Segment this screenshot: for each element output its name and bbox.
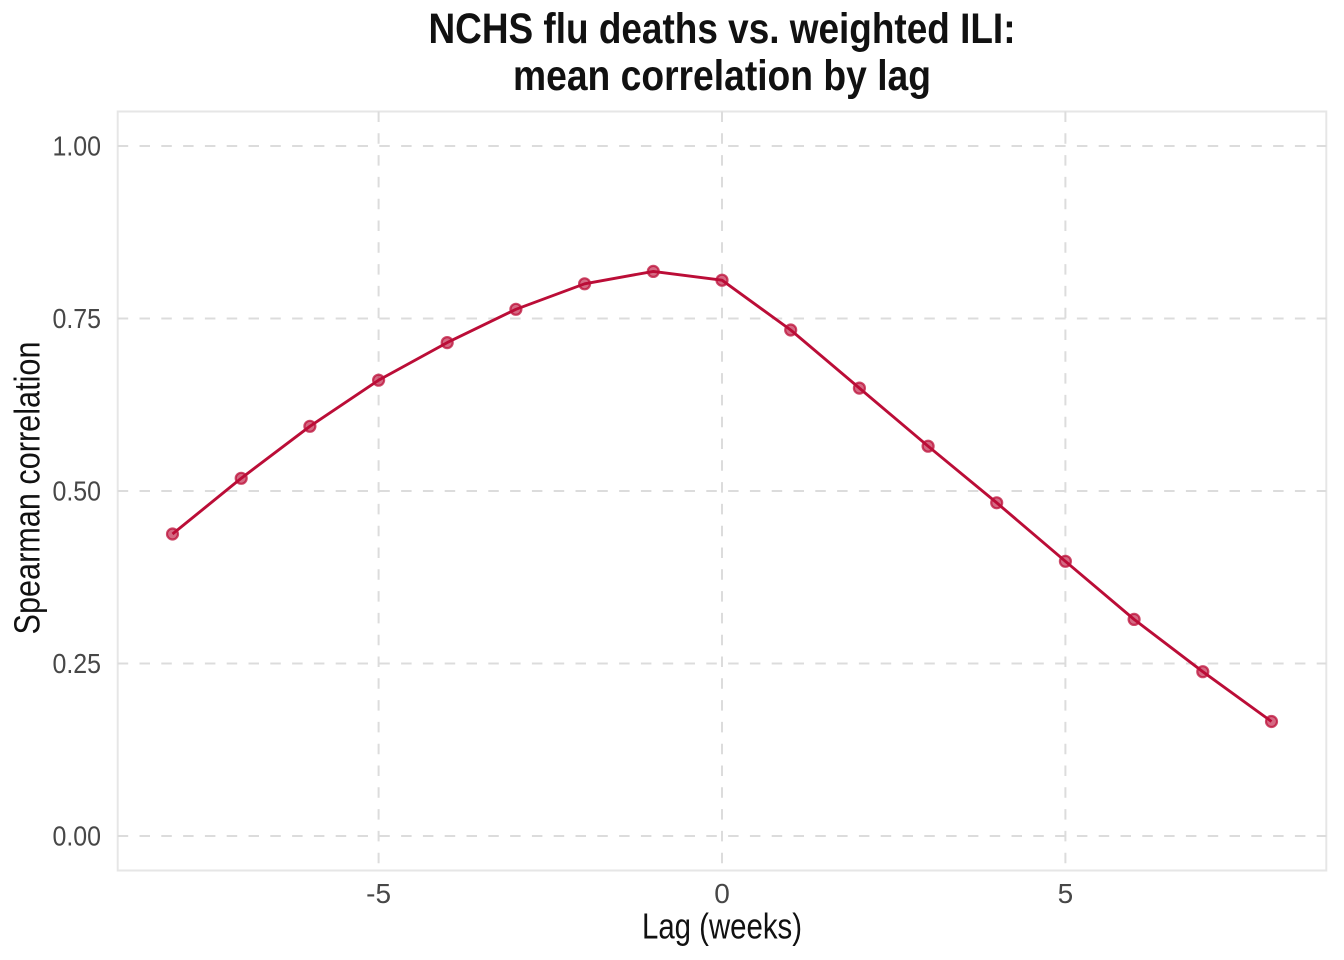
svg-text:0: 0 — [714, 878, 730, 909]
svg-text:Lag (weeks): Lag (weeks) — [642, 906, 802, 947]
svg-text:0.75: 0.75 — [53, 303, 102, 334]
svg-text:0.25: 0.25 — [53, 648, 102, 679]
svg-text:1.00: 1.00 — [53, 131, 102, 162]
svg-text:mean correlation by lag: mean correlation by lag — [513, 53, 931, 100]
svg-text:NCHS flu deaths vs. weighted I: NCHS flu deaths vs. weighted ILI: — [429, 6, 1016, 53]
svg-text:Spearman correlation: Spearman correlation — [7, 342, 48, 635]
svg-text:0.50: 0.50 — [53, 476, 102, 507]
svg-text:0.00: 0.00 — [53, 821, 102, 852]
svg-text:-5: -5 — [366, 878, 391, 909]
svg-text:5: 5 — [1058, 878, 1074, 909]
